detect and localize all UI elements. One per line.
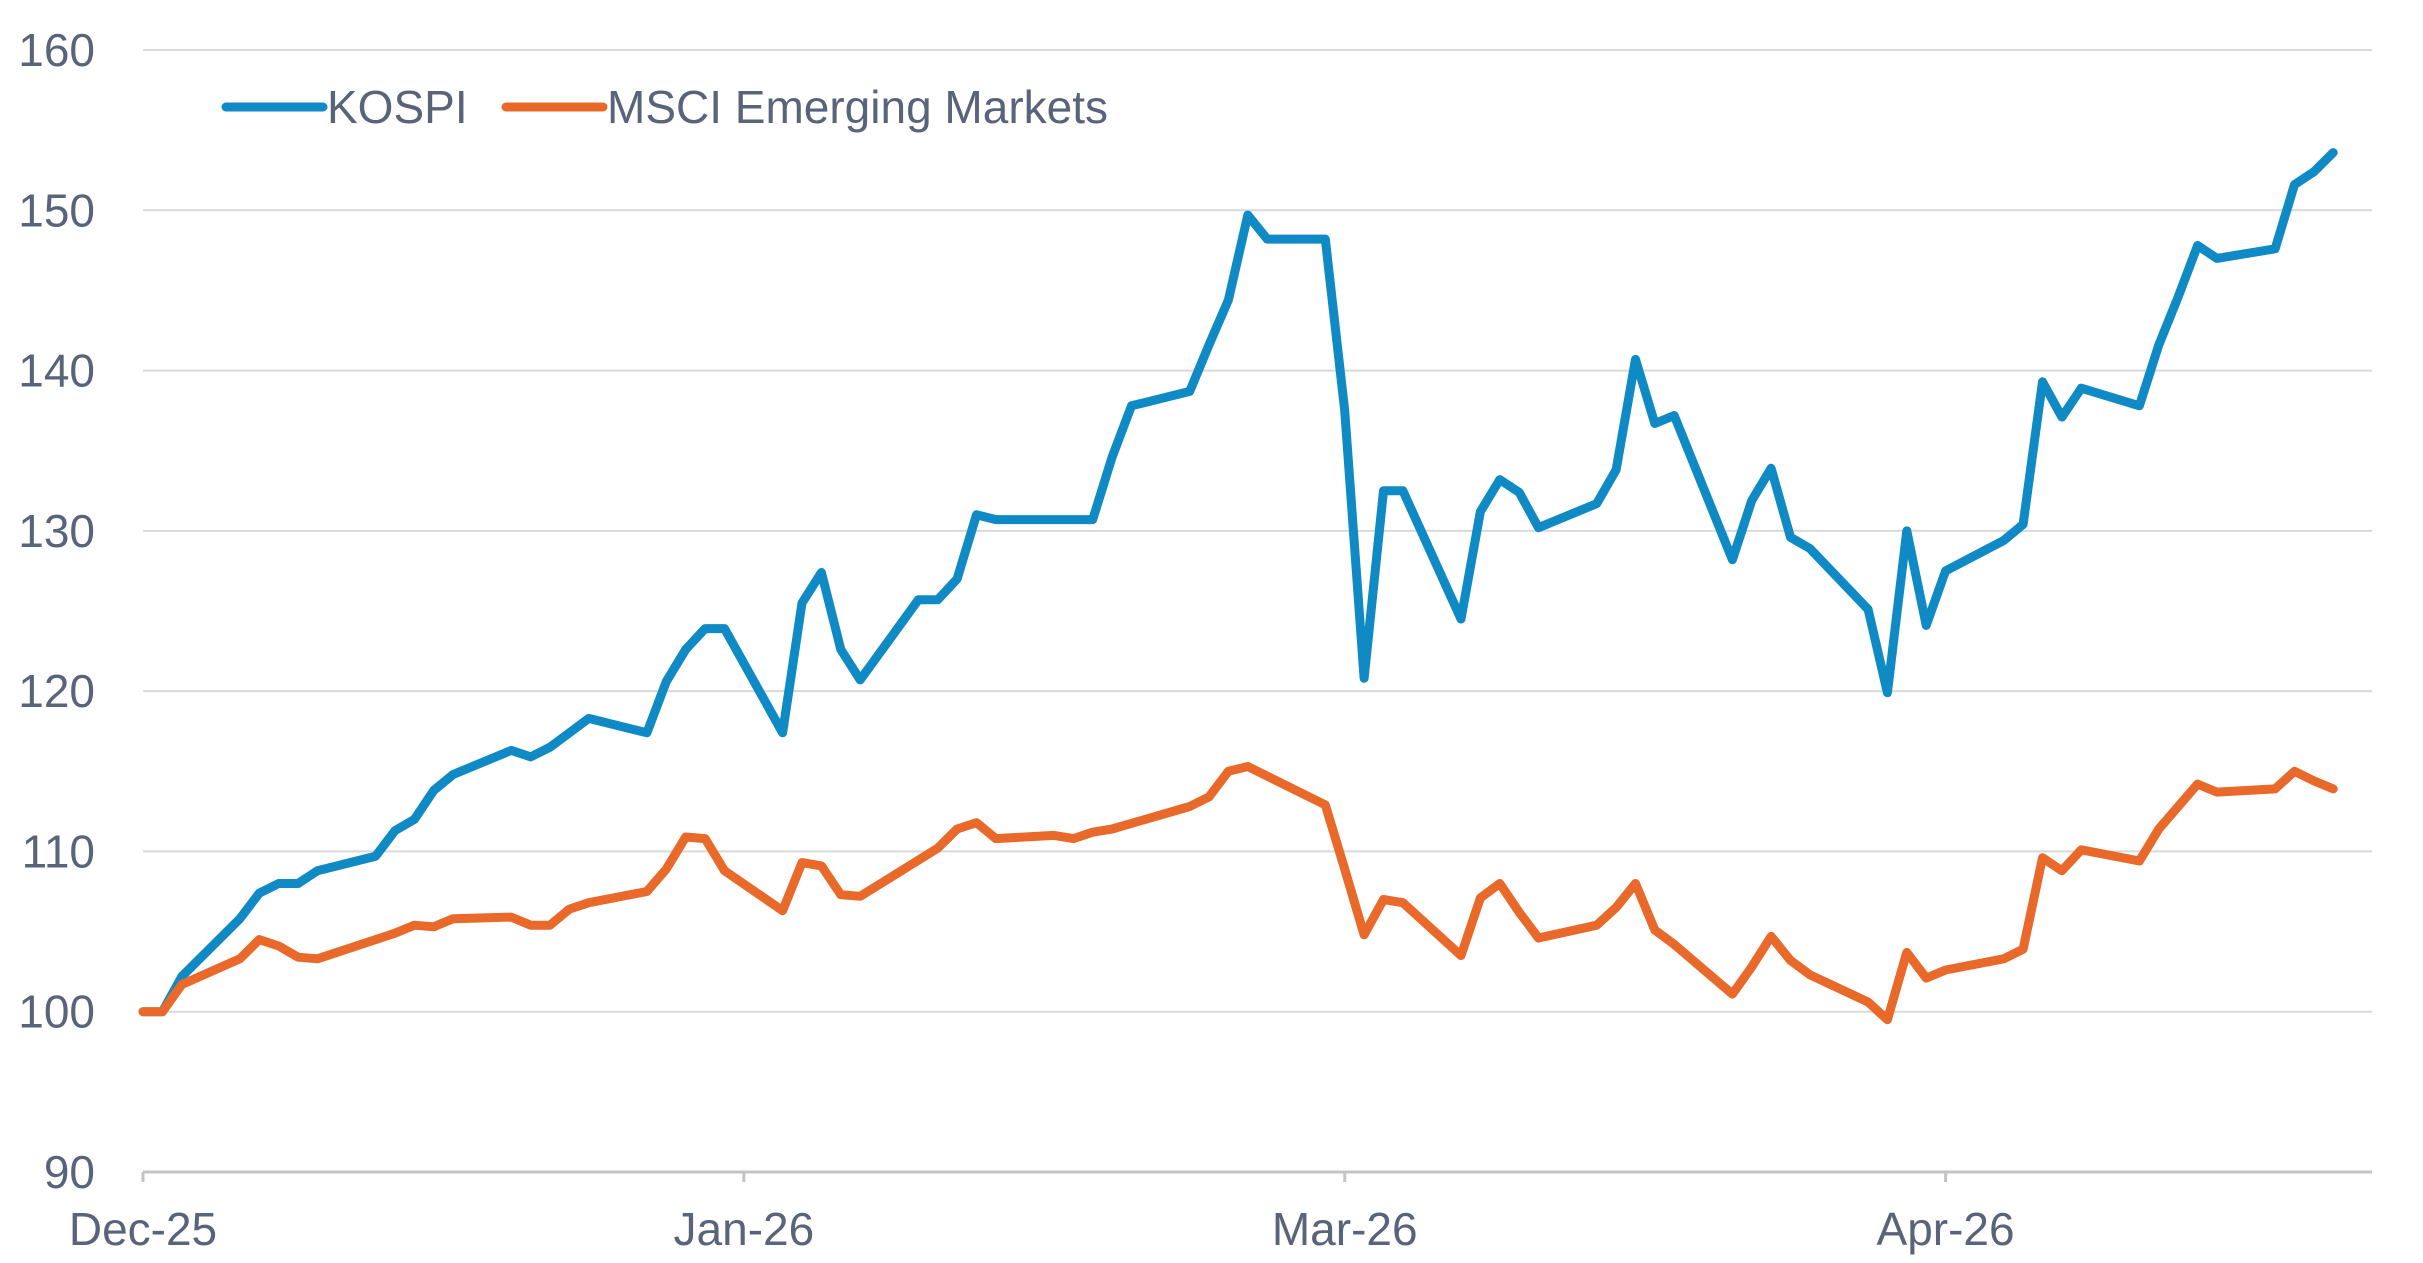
legend-label-msci: MSCI Emerging Markets xyxy=(607,81,1108,133)
x-axis-tick-labels: Dec-25 Jan-26 Mar-26 Apr-26 xyxy=(69,1203,2015,1255)
legend-label-kospi: KOSPI xyxy=(327,81,468,133)
x-axis xyxy=(141,1170,2372,1182)
y-tick-label: 140 xyxy=(18,345,95,397)
y-tick-label: 130 xyxy=(18,505,95,557)
y-tick-label: 90 xyxy=(44,1146,95,1198)
y-tick-label: 110 xyxy=(22,825,95,877)
series-lines xyxy=(138,148,2338,1025)
y-tick-label: 120 xyxy=(18,665,95,717)
y-tick-label: 150 xyxy=(18,184,95,236)
y-tick-label: 160 xyxy=(18,24,95,76)
y-axis-tick-labels: 90 100 110 120 130 140 150 160 xyxy=(18,24,95,1198)
y-tick-label: 100 xyxy=(18,986,95,1038)
legend: KOSPI MSCI Emerging Markets xyxy=(221,81,1108,133)
series-line-msci-emerging-markets xyxy=(138,762,2338,1025)
x-tick-label: Mar-26 xyxy=(1272,1203,1418,1255)
x-tick-label: Dec-25 xyxy=(69,1203,217,1255)
x-tick-label: Apr-26 xyxy=(1877,1203,2015,1255)
series-line-kospi xyxy=(138,148,2338,1017)
x-tick-label: Jan-26 xyxy=(674,1203,815,1255)
gridlines xyxy=(143,49,2372,1013)
